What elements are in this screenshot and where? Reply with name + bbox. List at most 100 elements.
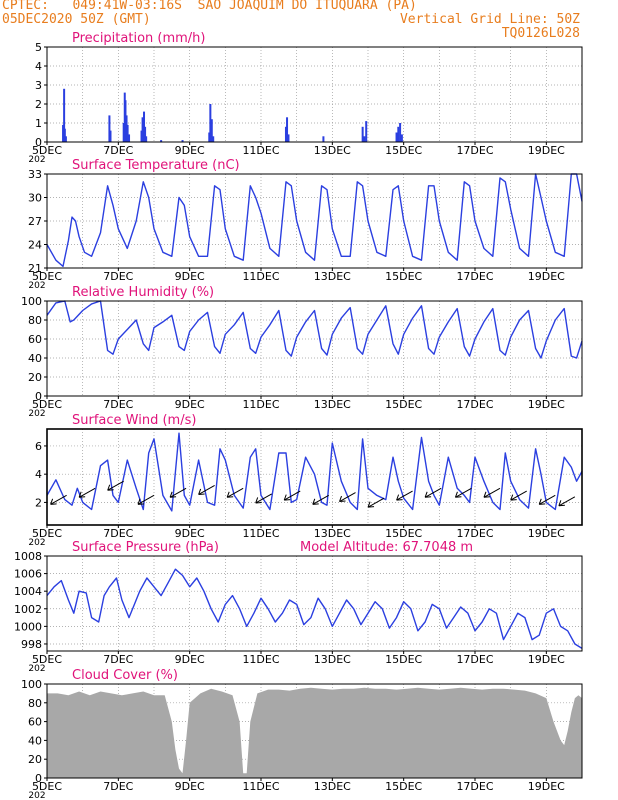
precip-bar (286, 117, 289, 142)
precip-bar (395, 132, 398, 142)
wind-vector-head (396, 494, 403, 501)
wind-vector-head (510, 494, 517, 501)
x-tick-label: 19DEC (528, 144, 565, 157)
x-tick-label: 11DEC (242, 398, 279, 411)
wind-vector-shaft (283, 490, 301, 501)
x-tick-label: 5DEC (32, 144, 62, 157)
x-tick-label: 7DEC (103, 270, 133, 283)
x-tick-label: 5DEC (32, 527, 62, 540)
wind-vector-head (198, 488, 205, 495)
wind-vector-head (50, 498, 57, 505)
y-tick-label: 1006 (14, 568, 42, 581)
y-tick-label: 60 (28, 333, 42, 346)
wind-vector-shaft (510, 490, 527, 501)
precip-bar (126, 124, 129, 142)
y-tick-label: 60 (28, 716, 42, 729)
precip-bar (141, 117, 144, 142)
wind-vector-head (483, 491, 491, 498)
x-tick-label: 7DEC (103, 398, 133, 411)
wind-vector-head (255, 497, 262, 504)
x-tick-label: 11DEC (242, 527, 279, 540)
x-tick-label: 19DEC (528, 398, 565, 411)
x-tick-label: 13DEC (314, 398, 351, 411)
precip-title: Precipitation (mm/h) (72, 31, 205, 46)
x-tick-label: 17DEC (456, 144, 493, 157)
x-tick-label: 15DEC (385, 398, 422, 411)
x-tick-label: 7DEC (103, 144, 133, 157)
precip-bar (124, 100, 127, 142)
wind-vector-head (78, 491, 86, 498)
y-tick-label: 1000 (14, 620, 42, 633)
y-tick-label: 20 (28, 371, 42, 384)
precip-bar (64, 136, 67, 142)
precip-bar (361, 126, 364, 142)
precip-bar (400, 134, 403, 142)
x-tick-label: 17DEC (456, 527, 493, 540)
wind-vector-shaft (226, 487, 244, 498)
cloud-cover-area (47, 687, 582, 778)
precip-bar (125, 115, 128, 142)
wind-vector-shaft (312, 494, 330, 505)
header-line3-right: TQ0126L028 (501, 26, 580, 41)
wind-vector-shaft (339, 492, 356, 502)
x-tick-label: 5DEC (32, 653, 62, 666)
x-tick-label: 11DEC (242, 780, 279, 793)
x-tick-label: 9DEC (175, 144, 205, 157)
wind-vector-head (558, 500, 565, 507)
precip-bar (181, 140, 184, 142)
y-tick-label: 5 (35, 41, 42, 54)
temp-series-line (46, 173, 583, 268)
wind-vector-shaft (198, 485, 215, 495)
precip-bar (287, 134, 290, 142)
wind-title: Surface Wind (m/s) (72, 413, 196, 428)
x-tick-label: 9DEC (175, 270, 205, 283)
x-tick-label: 13DEC (314, 527, 351, 540)
precip-bar (108, 115, 111, 142)
precip-bar (145, 136, 148, 142)
precip-bar (363, 136, 366, 142)
cloud-title: Cloud Cover (%) (72, 668, 178, 683)
x-tick-label: 9DEC (175, 780, 205, 793)
wind-panel-frame (46, 428, 583, 526)
y-tick-label: 0 (35, 390, 42, 403)
precip-bar (109, 130, 112, 142)
x-tick-label: 13DEC (314, 653, 351, 666)
x-tick-label: 17DEC (456, 653, 493, 666)
y-tick-label: 100 (21, 678, 42, 691)
precip-bar (209, 104, 212, 142)
x-tick-label: 5DEC (32, 398, 62, 411)
wind-vector-shaft (396, 490, 413, 501)
x-tick-label: 15DEC (385, 144, 422, 157)
x-tick-label: 9DEC (175, 653, 205, 666)
y-tick-label: 2 (35, 98, 42, 111)
x-tick-label: 7DEC (103, 527, 133, 540)
x-year-label: 202 (28, 791, 45, 800)
wind-vector-head (312, 498, 319, 505)
y-tick-label: 100 (21, 295, 42, 308)
y-tick-label: 21 (28, 262, 42, 275)
wind-vector-head (283, 494, 291, 501)
y-tick-label: 4 (35, 60, 42, 73)
precip-bar (63, 88, 66, 142)
header-line2-right: Vertical Grid Line: 50Z (399, 12, 580, 27)
wind-vector-shaft (455, 487, 472, 498)
pres-panel-frame (46, 555, 583, 652)
y-tick-label: 0 (35, 772, 42, 785)
wind-vector-head (454, 491, 462, 498)
y-tick-label: 0 (35, 136, 42, 149)
x-tick-label: 19DEC (528, 527, 565, 540)
x-tick-label: 15DEC (385, 653, 422, 666)
precip-bar (212, 136, 215, 142)
wind-vector-head (107, 484, 114, 491)
x-tick-label: 15DEC (385, 527, 422, 540)
wind-vector-head (424, 491, 432, 498)
wind-vector-head (339, 495, 346, 503)
x-tick-label: 9DEC (175, 527, 205, 540)
header-line2-left: 05DEC2020 50Z (GMT) (2, 12, 151, 27)
rh-panel-frame (46, 300, 583, 397)
temp-panel-frame (46, 173, 583, 269)
y-tick-label: 40 (28, 352, 42, 365)
y-tick-label: 998 (21, 638, 42, 651)
x-tick-label: 11DEC (242, 144, 279, 157)
y-tick-label: 1002 (14, 603, 42, 616)
